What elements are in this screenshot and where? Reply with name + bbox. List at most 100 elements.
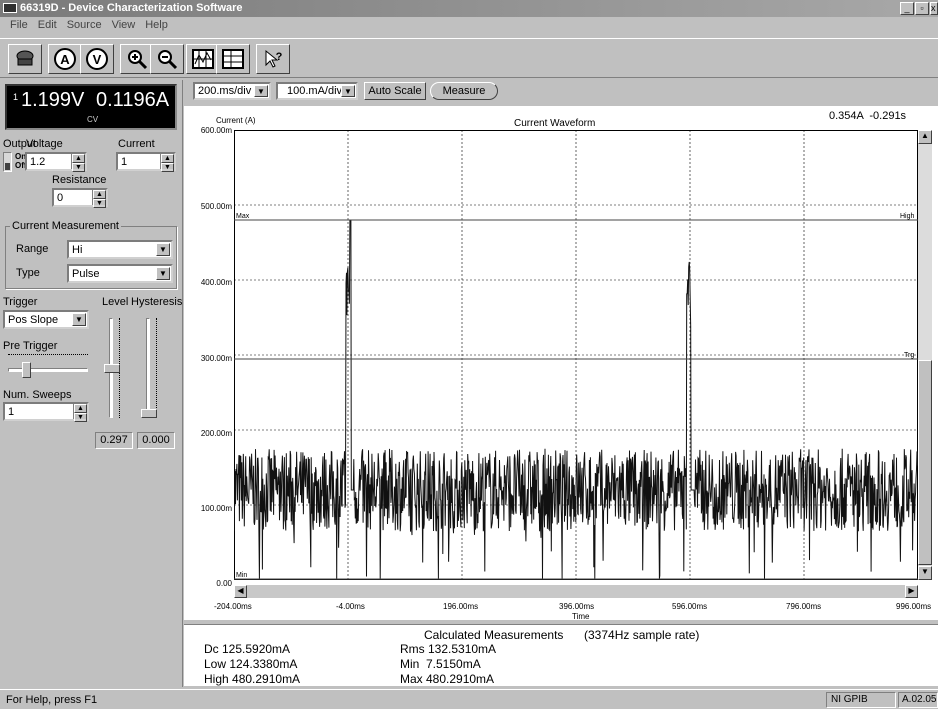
status-bar: For Help, press F1 NI GPIB A.02.05 — [0, 689, 938, 709]
chevron-down-icon[interactable]: ▼ — [156, 267, 170, 280]
type-label: Type — [16, 267, 40, 279]
current-measurement-group: Current Measurement Range Hi ▼ Type Puls… — [5, 220, 177, 289]
y-tick: 0.00 — [216, 579, 232, 588]
trigger-select[interactable]: Pos Slope ▼ — [3, 310, 89, 329]
measure-button[interactable]: Measure — [430, 82, 498, 100]
high-marker: High — [900, 213, 915, 220]
x-tick: 396.00ms — [559, 602, 595, 611]
resistance-spinner[interactable]: ▲ ▼ — [92, 190, 106, 208]
y-tick: 300.00m — [200, 354, 232, 363]
output-switch[interactable] — [3, 152, 12, 172]
num-sweeps-spinner[interactable]: ▲ ▼ — [73, 404, 87, 422]
level-label: Level — [102, 296, 129, 308]
menu-source[interactable]: Source — [66, 19, 102, 31]
chevron-down-icon[interactable]: ▼ — [156, 243, 170, 256]
num-sweeps-field[interactable]: 1 ▲ ▼ — [3, 402, 89, 422]
pre-trigger-slider[interactable] — [8, 354, 88, 382]
split-grid-button[interactable] — [216, 44, 250, 74]
menu-file[interactable]: File — [10, 19, 28, 31]
timebase-value: 200.ms/div — [198, 85, 252, 97]
y-axis-title: Current (A) — [216, 116, 256, 125]
power-icon — [16, 50, 34, 66]
close-button[interactable]: x — [930, 2, 938, 15]
pre-trigger-thumb[interactable] — [22, 362, 32, 378]
x-tick: 596.00ms — [672, 602, 708, 611]
voltage-spinner[interactable]: ▲ ▼ — [71, 154, 85, 172]
horizontal-scrollbar[interactable]: ◀ ▶ — [234, 585, 918, 598]
hysteresis-value: 0.000 — [137, 432, 175, 449]
num-sweeps-value: 1 — [8, 405, 15, 418]
x-tick: 796.00ms — [786, 602, 822, 611]
zoom-out-icon — [158, 50, 178, 70]
output-toggle[interactable]: On Off — [3, 152, 43, 176]
help-button[interactable]: ? — [256, 44, 290, 74]
hysteresis-slider[interactable] — [141, 318, 165, 418]
current-field[interactable]: 1 ▲ ▼ — [116, 152, 176, 172]
status-version: A.02.05 — [898, 692, 938, 708]
scroll-left-button[interactable]: ◀ — [234, 585, 247, 598]
current-label: Current — [118, 138, 155, 150]
pre-trigger-label: Pre Trigger — [3, 340, 58, 352]
status-interface: NI GPIB — [826, 692, 896, 708]
toolbar: A V ? — [0, 38, 938, 78]
menu-view[interactable]: View — [111, 19, 136, 31]
x-tick: -4.00ms — [336, 602, 365, 611]
output-on-label: On — [15, 152, 27, 161]
voltage-value: 1.2 — [30, 155, 46, 168]
waveform-chart[interactable]: Max High Trg Min — [234, 130, 918, 580]
svg-text:V: V — [93, 52, 102, 67]
channel-number: 1 — [13, 92, 19, 102]
zoom-out-button[interactable] — [150, 44, 184, 74]
resistance-field[interactable]: 0 ▲ ▼ — [52, 188, 108, 208]
x-tick: 196.00ms — [443, 602, 479, 611]
y-tick: 400.00m — [200, 278, 232, 287]
resistance-label: Resistance — [52, 174, 107, 186]
ammeter-button[interactable]: A — [48, 44, 82, 74]
voltage-label: Voltage — [26, 138, 63, 150]
voltage-reading: 1.199V — [21, 89, 85, 111]
y-tick: 600.00m — [200, 126, 232, 135]
type-select[interactable]: Pulse ▼ — [67, 264, 173, 283]
cursor-readout: 0.354A -0.291s — [829, 110, 907, 122]
range-select[interactable]: Hi ▼ — [67, 240, 173, 259]
zoom-in-button[interactable] — [120, 44, 154, 74]
current-spinner[interactable]: ▲ ▼ — [160, 154, 174, 172]
current-scale-select[interactable]: 100.mA/div ▼ — [276, 82, 358, 100]
chevron-down-icon[interactable]: ▼ — [341, 85, 355, 97]
plot-area: Current (A) Current Waveform 0.354A -0.2… — [184, 106, 938, 621]
power-button[interactable] — [8, 44, 42, 74]
minimize-button[interactable]: _ — [900, 2, 914, 15]
scroll-down-button[interactable]: ▼ — [918, 566, 932, 580]
num-sweeps-label: Num. Sweeps — [3, 389, 72, 401]
split-grid-icon — [222, 49, 244, 69]
level-thumb[interactable] — [104, 363, 120, 373]
current-scale-value: 100.mA/div — [287, 85, 343, 97]
timebase-select[interactable]: 200.ms/div ▼ — [193, 82, 271, 100]
chevron-down-icon[interactable]: ▼ — [72, 313, 86, 326]
y-tick: 200.00m — [200, 429, 232, 438]
type-value: Pulse — [72, 267, 100, 280]
current-reading: 0.1196A — [96, 89, 170, 111]
scroll-thumb[interactable] — [918, 360, 932, 565]
hysteresis-thumb[interactable] — [141, 409, 157, 418]
voltmeter-button[interactable]: V — [80, 44, 114, 74]
chevron-down-icon[interactable]: ▼ — [254, 85, 268, 97]
calculated-measurements-panel: Calculated Measurements (3374Hz sample r… — [184, 624, 938, 686]
svg-text:?: ? — [276, 51, 283, 63]
voltage-field[interactable]: 1.2 ▲ ▼ — [25, 152, 87, 172]
window-title: 66319D - Device Characterization Softwar… — [20, 2, 243, 14]
scroll-up-button[interactable]: ▲ — [918, 130, 932, 144]
whats-this-help-icon: ? — [265, 49, 283, 68]
level-slider[interactable] — [104, 318, 128, 418]
title-bar: 66319D - Device Characterization Softwar… — [0, 0, 938, 17]
maximize-button[interactable]: ▫ — [915, 2, 929, 15]
calc-dc: Dc 125.5920mA — [204, 642, 291, 656]
grid-button[interactable] — [186, 44, 220, 74]
menu-edit[interactable]: Edit — [37, 19, 57, 31]
scroll-right-button[interactable]: ▶ — [905, 585, 918, 598]
vertical-scrollbar[interactable]: ▲ ▼ — [918, 130, 932, 580]
trigger-label: Trigger — [3, 296, 38, 308]
auto-scale-button[interactable]: Auto Scale — [364, 82, 426, 100]
menu-help[interactable]: Help — [145, 19, 168, 31]
zoom-in-icon — [128, 50, 148, 70]
